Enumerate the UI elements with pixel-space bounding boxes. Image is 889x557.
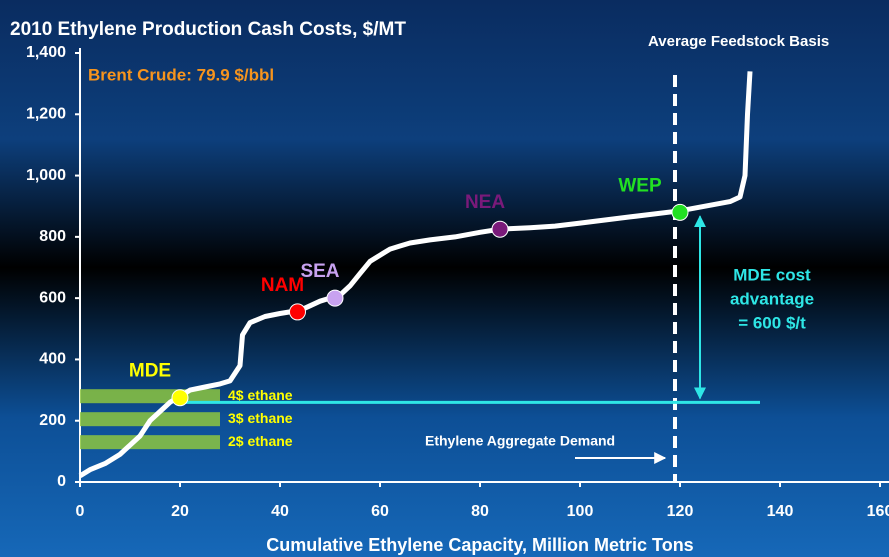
region-point xyxy=(326,289,344,307)
y-tick-label: 1,400 xyxy=(26,44,66,61)
x-tick-label: 160 xyxy=(867,503,889,520)
y-tick-label: 200 xyxy=(39,412,66,429)
y-tick-label: 400 xyxy=(39,351,66,368)
region-label: NAM xyxy=(261,275,304,296)
advantage-label: advantage xyxy=(730,289,814,308)
y-tick-label: 1,200 xyxy=(26,106,66,123)
x-tick-label: 100 xyxy=(567,503,594,520)
subtitle: Average Feedstock Basis xyxy=(648,33,829,50)
region-point xyxy=(491,220,509,238)
region-point xyxy=(671,203,689,221)
ethane-bar-label: 2$ ethane xyxy=(228,433,293,449)
x-tick-label: 120 xyxy=(667,503,694,520)
region-label: SEA xyxy=(300,261,339,282)
ethane-bar xyxy=(80,435,220,450)
note: Brent Crude: 79.9 $/bbl xyxy=(88,65,274,84)
x-tick-label: 20 xyxy=(171,503,189,520)
ethane-bar-label: 4$ ethane xyxy=(228,387,293,403)
y-tick-label: 600 xyxy=(39,289,66,306)
demand-label: Ethylene Aggregate Demand xyxy=(425,433,615,449)
advantage-label: MDE cost xyxy=(733,265,811,284)
region-point xyxy=(289,303,306,321)
x-tick-label: 80 xyxy=(471,503,489,520)
x-tick-label: 0 xyxy=(76,503,85,520)
region-point xyxy=(171,389,189,407)
y-tick-label: 1,000 xyxy=(26,167,66,184)
x-tick-label: 140 xyxy=(767,503,794,520)
y-tick-label: 0 xyxy=(57,473,66,490)
region-label: MDE xyxy=(129,361,171,382)
x-axis-label: Cumulative Ethylene Capacity, Million Me… xyxy=(266,535,693,555)
chart-title: 2010 Ethylene Production Cash Costs, $/M… xyxy=(10,19,406,40)
y-tick-label: 800 xyxy=(39,228,66,245)
x-tick-label: 40 xyxy=(271,503,289,520)
region-label: WEP xyxy=(618,175,662,196)
region-label: NEA xyxy=(465,192,505,213)
advantage-label: = 600 $/t xyxy=(738,313,806,332)
x-tick-label: 60 xyxy=(371,503,389,520)
ethane-bar-label: 3$ ethane xyxy=(228,410,293,426)
